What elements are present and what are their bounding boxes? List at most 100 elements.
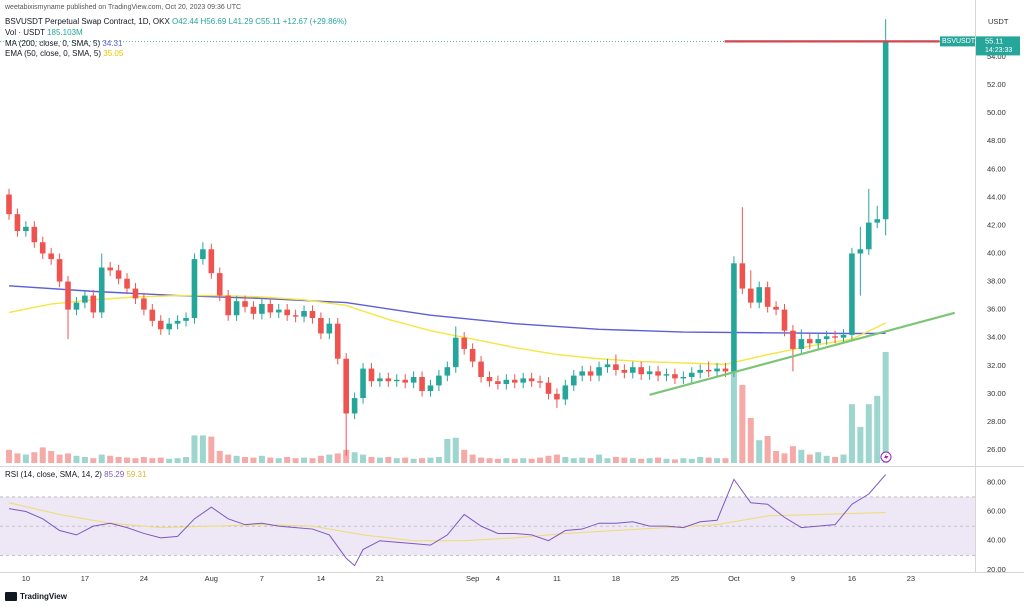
volume-bar <box>166 458 173 463</box>
candle-body <box>191 259 198 319</box>
volume-bar <box>301 457 308 463</box>
candle-body <box>242 301 248 307</box>
candle-body <box>680 376 687 379</box>
y-tick-label: 60.00 <box>987 507 1006 516</box>
volume-bar <box>250 457 257 463</box>
volume-bar <box>520 458 527 463</box>
volume-bar <box>815 452 822 463</box>
volume-bar <box>789 446 796 463</box>
volume-bar <box>157 457 164 463</box>
volume-bar <box>317 455 324 463</box>
y-tick-label: 36.00 <box>987 305 1006 314</box>
logo-mark <box>5 592 17 601</box>
candle-body <box>764 287 771 307</box>
ema-value: 35.05 <box>103 49 124 58</box>
candle-body <box>259 304 265 314</box>
y-tick-label: 52.00 <box>987 80 1006 89</box>
volume-bar <box>107 455 114 463</box>
volume-bar <box>494 458 501 463</box>
x-tick-label: 14 <box>317 574 325 583</box>
volume-bar <box>39 447 46 463</box>
volume-bar <box>697 457 704 463</box>
volume-bar <box>98 454 105 463</box>
volume-bar <box>115 457 122 463</box>
volume-name: Vol · USDT <box>5 28 45 37</box>
volume-bar <box>823 455 830 463</box>
volume-bar <box>292 458 299 463</box>
candle-body <box>806 339 813 344</box>
volume-bar <box>671 459 678 463</box>
candle-body <box>132 288 139 299</box>
x-tick-label: 21 <box>376 574 384 583</box>
x-tick-label: 23 <box>907 574 915 583</box>
candle-body <box>427 385 434 392</box>
footer-brand: TradingView <box>20 592 68 601</box>
rsi-name: RSI (14, close, SMA, 14, 2) <box>5 470 102 479</box>
change: +12.67 (+29.86%) <box>283 17 347 26</box>
volume-bar <box>183 457 190 463</box>
ohlc-open: O42.44 <box>172 17 199 26</box>
volume-bar <box>739 385 746 463</box>
candle-body <box>452 337 459 368</box>
y-tick-label: 26.00 <box>987 445 1006 454</box>
candle-body <box>478 361 484 377</box>
y-tick-label: 34.00 <box>987 333 1006 342</box>
x-tick-label: 4 <box>496 574 500 583</box>
candle-body <box>444 367 451 376</box>
candle-body <box>115 270 122 279</box>
candle-body <box>402 379 408 383</box>
volume-bar <box>199 435 206 463</box>
volume-bar <box>503 458 510 463</box>
volume-bar <box>798 449 805 463</box>
candle-body <box>31 226 38 243</box>
candle-body <box>655 371 661 376</box>
volume-bar <box>764 436 771 463</box>
volume-bar <box>629 458 636 463</box>
volume-bar <box>874 395 881 463</box>
candle-body <box>410 376 417 383</box>
candle-body <box>722 368 729 372</box>
candle-body <box>731 263 737 372</box>
candle-body <box>714 368 720 372</box>
volume-bar <box>596 454 603 463</box>
candle-body <box>82 295 88 303</box>
candle-body <box>688 372 695 377</box>
volume-bar <box>22 454 29 463</box>
x-tick-label: 24 <box>140 574 148 583</box>
y-tick-label: 40.00 <box>987 248 1006 257</box>
symbol-tag: BSVUSDT.P <box>942 38 981 45</box>
volume-bar <box>73 455 80 463</box>
candle-body <box>377 378 383 382</box>
volume-bar <box>773 451 780 463</box>
candle-body <box>537 381 543 383</box>
y-tick-label: 54.00 <box>987 52 1006 61</box>
candle-body <box>385 378 392 382</box>
moving-average-line <box>8 294 886 366</box>
volume-bar <box>351 452 358 463</box>
candle-body <box>790 330 796 349</box>
ma-name: MA (200, close, 0, SMA, 5) <box>5 39 100 48</box>
moving-average-line <box>8 285 886 335</box>
ma-value: 34.31 <box>102 39 123 48</box>
ohlc-high: H56.69 <box>201 17 227 26</box>
candle-body <box>208 249 215 274</box>
volume-bar <box>216 451 223 463</box>
candle-body <box>882 41 889 220</box>
candle-body <box>495 381 501 385</box>
candle-body <box>309 311 316 319</box>
price-tag: 55.11 <box>985 36 1003 45</box>
volume-bar <box>48 451 55 463</box>
volume-bar <box>621 457 628 463</box>
volume-bar <box>553 454 560 463</box>
candle-body <box>351 398 358 414</box>
rsi-ma-value: 59.31 <box>126 470 147 479</box>
candle-body <box>629 367 636 373</box>
volume-bar <box>461 449 468 463</box>
volume-bar <box>604 458 611 463</box>
volume-bar <box>309 458 316 463</box>
volume-bar <box>149 458 156 463</box>
volume-bar <box>730 370 737 463</box>
volume-bar <box>587 458 594 463</box>
volume-bar <box>655 457 662 463</box>
y-tick-label: 48.00 <box>987 136 1006 145</box>
